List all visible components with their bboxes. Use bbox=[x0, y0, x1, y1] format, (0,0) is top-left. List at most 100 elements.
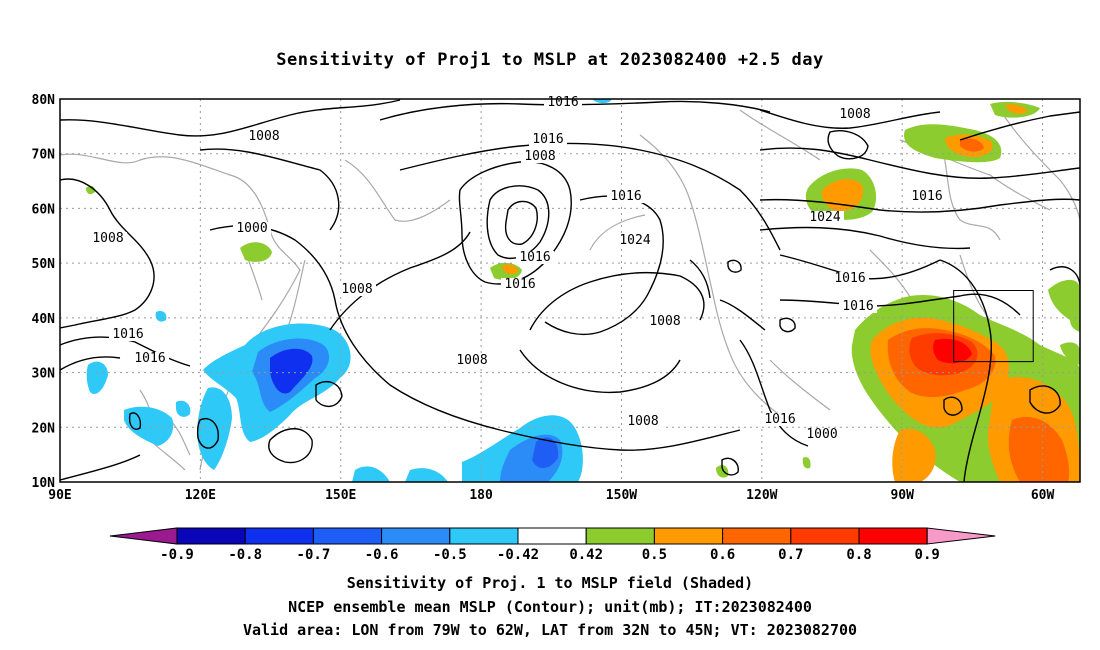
contour-label: 1008 bbox=[248, 129, 279, 144]
contour-label-bg bbox=[453, 354, 491, 367]
contour-label: 1008 bbox=[524, 149, 555, 164]
contour-label-bg bbox=[109, 328, 147, 341]
lat-tick-label: 70N bbox=[32, 148, 56, 163]
contour-label: 1016 bbox=[134, 351, 165, 366]
colorbar-box bbox=[244, 527, 314, 545]
lat-tick-label: 10N bbox=[32, 476, 56, 491]
contour-label: 1008 bbox=[839, 107, 870, 122]
contour-label: 1016 bbox=[112, 327, 143, 342]
colorbar-right-triangle bbox=[926, 527, 996, 545]
contour-label-bg bbox=[245, 130, 283, 143]
contour-label: 1016 bbox=[532, 132, 563, 147]
contour-label: 1016 bbox=[842, 299, 873, 314]
contour-label-bg bbox=[646, 315, 684, 328]
caption-contour: NCEP ensemble mean MSLP (Contour); unit(… bbox=[288, 598, 812, 616]
lon-tick-label: 60W bbox=[1031, 488, 1055, 503]
mslp-contours bbox=[60, 99, 1080, 482]
contour-labels: 1016 1008 1016 1008 1000 1008 1016 1024 1016 1016… bbox=[89, 95, 946, 442]
contour-label: 1024 bbox=[809, 210, 840, 225]
colorbar-box bbox=[790, 527, 860, 545]
colorbar-boxes bbox=[109, 527, 996, 545]
contour-label: 1016 bbox=[504, 277, 535, 292]
lat-tick-label: 20N bbox=[32, 421, 56, 436]
lon-tick-label: 90W bbox=[890, 488, 914, 503]
lat-tick-label: 80N bbox=[32, 93, 56, 108]
colorbar-label: -0.8 bbox=[228, 547, 262, 563]
colorbar-box bbox=[517, 527, 587, 545]
contour-label: 1008 bbox=[341, 282, 372, 297]
contour-label: 1008 bbox=[92, 231, 123, 246]
colorbar-left-triangle bbox=[109, 527, 178, 545]
colorbar-label: -0.9 bbox=[160, 547, 194, 563]
contour-label-bg bbox=[839, 300, 877, 313]
colorbar-label: 0.7 bbox=[778, 547, 803, 563]
valid-area-box bbox=[953, 290, 1034, 363]
caption-valid-area: Valid area: LON from 79W to 62W, LAT fro… bbox=[242, 621, 858, 639]
contour-label-bg bbox=[338, 283, 376, 296]
colorbar-label: -0.5 bbox=[433, 547, 467, 563]
colorbar-box bbox=[449, 527, 519, 545]
contour-label-bg bbox=[607, 190, 645, 203]
contour-label: 1000 bbox=[806, 427, 837, 442]
contour-label-bg bbox=[529, 133, 567, 146]
contour-label: 1016 bbox=[911, 189, 942, 204]
colorbar-label: 0.5 bbox=[642, 547, 667, 563]
colorbar-box bbox=[176, 527, 246, 545]
caption-shading: Sensitivity of Proj. 1 to MSLP field (Sh… bbox=[346, 574, 754, 592]
colorbar-box bbox=[858, 527, 928, 545]
contour-label: 1016 bbox=[519, 250, 550, 265]
colorbar-box bbox=[585, 527, 655, 545]
lat-tick-label: 30N bbox=[32, 367, 56, 382]
colorbar-labels: -0.9 -0.8 -0.7 -0.6 -0.5 -0.42 0.42 0.5 0.6 0.7 0.… bbox=[160, 547, 940, 563]
colorbar-box bbox=[381, 527, 451, 545]
contour-label-bg bbox=[908, 190, 946, 203]
contour-label-bg bbox=[831, 272, 869, 285]
contour-label-bg bbox=[516, 251, 554, 264]
contour-label: 1008 bbox=[627, 414, 658, 429]
chart-title: Sensitivity of Proj1 to MSLP at 20230824… bbox=[276, 50, 824, 70]
contour-label: 1024 bbox=[619, 233, 650, 248]
longitude-tick-labels: 90E 120E 150E 180 150W 120W 90W 60W bbox=[48, 488, 1054, 503]
contour-label: 1016 bbox=[764, 412, 795, 427]
contour-label-bg bbox=[616, 234, 654, 247]
contour-label-bg bbox=[806, 211, 844, 224]
colorbar-box bbox=[312, 527, 383, 545]
lat-tick-label: 40N bbox=[32, 312, 56, 327]
colorbar-label: -0.6 bbox=[365, 547, 399, 563]
lon-tick-label: 90E bbox=[48, 488, 71, 503]
map-frame bbox=[59, 98, 1081, 483]
colorbar-label: -0.42 bbox=[497, 547, 539, 563]
colorbar-label: 0.6 bbox=[710, 547, 735, 563]
lat-lon-grid bbox=[60, 99, 1080, 482]
contour-label-bg bbox=[131, 352, 169, 365]
colorbar-box bbox=[722, 527, 792, 545]
contour-label: 1008 bbox=[649, 314, 680, 329]
lon-tick-label: 120E bbox=[185, 488, 216, 503]
contour-label: 1016 bbox=[834, 271, 865, 286]
colorbar-label: -0.7 bbox=[297, 547, 331, 563]
contour-label: 1008 bbox=[456, 353, 487, 368]
contour-label-bg bbox=[803, 428, 841, 441]
lon-tick-label: 120W bbox=[746, 488, 777, 503]
contour-label-bg bbox=[624, 415, 662, 428]
colorbar-label: 0.8 bbox=[846, 547, 871, 563]
latitude-tick-labels: 10N 20N 30N 40N 50N 60N 70N 80N bbox=[32, 93, 56, 491]
contour-label-bg bbox=[233, 222, 271, 235]
sensitivity-shading bbox=[86, 99, 1080, 482]
lat-tick-label: 60N bbox=[32, 202, 56, 217]
contour-label: 1016 bbox=[610, 189, 641, 204]
lat-tick-label: 50N bbox=[32, 257, 56, 272]
lon-tick-label: 150W bbox=[606, 488, 637, 503]
contour-label-bg bbox=[836, 108, 874, 121]
contour-label-bg bbox=[501, 278, 539, 291]
colorbar-label: 0.42 bbox=[569, 547, 603, 563]
lon-tick-label: 150E bbox=[325, 488, 356, 503]
contour-label: 1000 bbox=[236, 221, 267, 236]
contour-label-bg bbox=[761, 413, 799, 426]
contour-label-bg bbox=[521, 150, 559, 163]
lon-tick-label: 180 bbox=[469, 488, 493, 503]
colorbar-box bbox=[653, 527, 724, 545]
contour-label-bg bbox=[89, 232, 127, 245]
